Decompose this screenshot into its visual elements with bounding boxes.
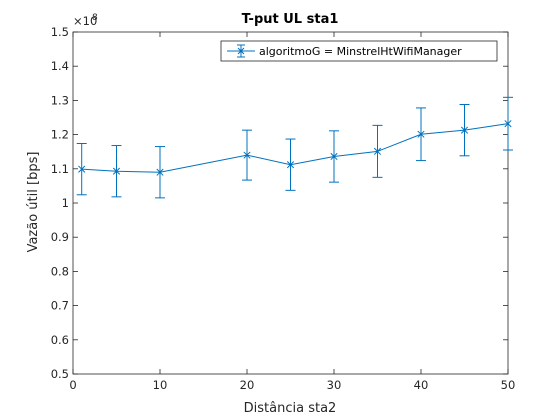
y-tick-label: 0.7 <box>51 299 69 313</box>
x-axis-label: Distância sta2 <box>244 401 337 416</box>
x-ticks: 0 10 20 30 40 50 <box>69 32 515 392</box>
marker-stroke <box>417 130 425 138</box>
data-point <box>112 167 121 175</box>
marker-stroke <box>373 147 382 155</box>
data-point <box>417 130 425 138</box>
data-point <box>286 161 295 169</box>
data-point <box>460 126 469 134</box>
x-tick-label: 40 <box>414 378 429 392</box>
y-tick-label: 0.8 <box>51 264 69 278</box>
data-point <box>373 147 382 155</box>
y-tick-label: 1.1 <box>51 162 69 176</box>
plot-axes <box>72 31 509 375</box>
data-point <box>78 165 86 173</box>
legend-box <box>220 40 498 62</box>
data-point <box>156 168 164 176</box>
y-ticks: 0.5 0.6 0.7 0.8 0.9 1 1.1 1.2 1.3 1.4 1.5 <box>51 25 508 381</box>
y-exponent-base: ×10 <box>73 14 97 28</box>
y-tick-label: 1.5 <box>51 25 69 39</box>
marker-stroke <box>243 151 251 159</box>
data-point <box>243 151 251 159</box>
marker-stroke <box>286 161 295 169</box>
y-tick-label: 0.9 <box>51 230 69 244</box>
marker-stroke <box>78 165 86 173</box>
x-tick-label: 30 <box>327 378 342 392</box>
y-exponent-power: 8 <box>92 13 98 23</box>
x-tick-label: 50 <box>501 378 516 392</box>
y-axis-label: Vazão útil [bps] <box>26 152 41 253</box>
y-tick-label: 1.3 <box>51 93 69 107</box>
marker-stroke <box>112 167 121 175</box>
x-tick-label: 0 <box>69 378 76 392</box>
x-tick-label: 20 <box>240 378 255 392</box>
data-point <box>330 152 338 161</box>
x-tick-label: 10 <box>153 378 168 392</box>
y-tick-label: 0.5 <box>51 367 69 381</box>
data-point <box>504 120 512 128</box>
y-tick-label: 1.2 <box>51 128 69 142</box>
marker-stroke <box>504 120 512 128</box>
y-exponent-label: ×10 8 <box>73 13 98 28</box>
marker-stroke <box>330 152 338 161</box>
marker-stroke <box>156 168 164 176</box>
series-layer <box>76 96 513 199</box>
plot-frame <box>72 31 509 375</box>
y-tick-label: 0.6 <box>51 333 69 347</box>
y-tick-label: 1 <box>62 196 69 210</box>
legend-marker <box>237 47 245 55</box>
series-line <box>81 123 509 173</box>
legend: algoritmoG = MinstrelHtWifiManager <box>220 40 498 62</box>
legend-label: algoritmoG = MinstrelHtWifiManager <box>259 45 462 58</box>
marker-stroke <box>460 126 469 134</box>
y-tick-label: 1.4 <box>51 59 69 73</box>
chart-title: T-put UL sta1 <box>242 12 339 27</box>
